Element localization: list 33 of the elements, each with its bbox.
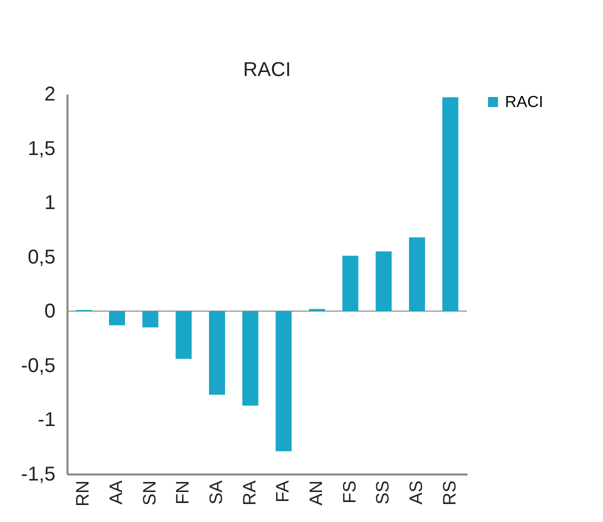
x-tick-label: SA bbox=[206, 480, 226, 505]
y-tick-label: -1,5 bbox=[21, 464, 56, 486]
bar bbox=[376, 251, 392, 312]
bar bbox=[176, 311, 192, 359]
bar bbox=[342, 256, 358, 312]
bar bbox=[409, 237, 425, 312]
bar bbox=[442, 97, 458, 312]
bar bbox=[109, 311, 125, 326]
bar bbox=[242, 311, 258, 406]
bar bbox=[276, 311, 292, 452]
y-tick-label: 1,5 bbox=[28, 138, 56, 160]
x-tick-label: RS bbox=[439, 480, 460, 506]
y-tick-label: -0,5 bbox=[21, 354, 56, 377]
x-tick-label: FS bbox=[339, 480, 360, 504]
x-tick-label: FA bbox=[272, 480, 293, 503]
x-tick-label: SS bbox=[372, 480, 393, 505]
x-tick-label: RN bbox=[72, 480, 93, 506]
x-tick-label: AS bbox=[406, 480, 426, 505]
x-tick-label: AN bbox=[306, 480, 326, 506]
y-tick-label: -1 bbox=[38, 409, 56, 432]
bar bbox=[309, 308, 325, 312]
x-tick-label: FN bbox=[172, 480, 193, 504]
y-tick-label: 2 bbox=[44, 84, 56, 106]
x-tick-label: SN bbox=[139, 480, 160, 506]
x-tick-label: RA bbox=[239, 480, 260, 506]
legend-label: RACI bbox=[505, 94, 544, 111]
y-tick-label: 0 bbox=[44, 300, 56, 323]
y-tick-label: 1 bbox=[44, 192, 56, 214]
bar bbox=[142, 311, 158, 328]
x-tick-label: AA bbox=[106, 480, 126, 505]
chart-title: RACI bbox=[243, 59, 291, 81]
y-tick-label: 0,5 bbox=[28, 246, 56, 268]
bar bbox=[209, 311, 225, 395]
